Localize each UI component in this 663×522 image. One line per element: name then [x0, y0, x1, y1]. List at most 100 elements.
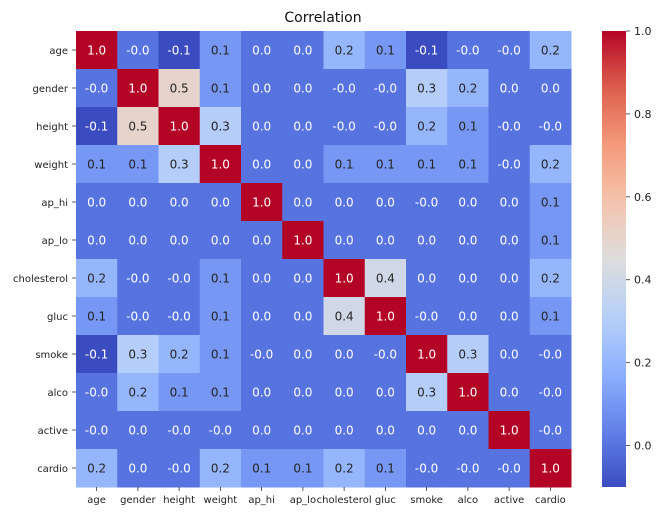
- cell-value-label: 0.0: [293, 120, 312, 134]
- cell-value-label: 0.0: [128, 462, 147, 476]
- cell-value-label: 0.4: [335, 310, 354, 324]
- x-tick-label-cardio: cardio: [535, 495, 566, 506]
- cell-value-label: 0.1: [211, 44, 230, 58]
- cell-value-label: 0.1: [541, 196, 560, 210]
- cell-value-label: 0.0: [335, 234, 354, 248]
- y-tick-label-cardio: cardio: [37, 464, 68, 475]
- heatmap-cell-gluc-weight: [199, 297, 242, 336]
- heatmap-cell-active-cholesterol: [323, 411, 366, 450]
- cell-value-label: 0.0: [293, 348, 312, 362]
- cell-value-label: 0.2: [87, 462, 106, 476]
- cell-value-label: -0.0: [374, 120, 397, 134]
- cell-value-label: -0.1: [85, 120, 108, 134]
- cell-value-label: 0.0: [211, 196, 230, 210]
- cell-value-label: 0.0: [335, 196, 354, 210]
- heatmap-cell-alco-height: [158, 373, 201, 412]
- cell-value-label: 0.1: [458, 158, 477, 172]
- heatmap-cell-weight-cardio: [529, 145, 572, 184]
- x-tick-label-age: age: [87, 495, 106, 506]
- heatmap-cell-alco-gluc: [364, 373, 407, 412]
- cell-value-label: -0.0: [126, 44, 149, 58]
- heatmap-cell-cardio-cholesterol: [323, 449, 366, 488]
- heatmap-cell-alco-age: [76, 373, 118, 412]
- cell-value-label: -0.0: [456, 462, 479, 476]
- heatmap-cell-cholesterol-gender: [117, 259, 159, 298]
- cell-value-label: 0.0: [252, 386, 271, 400]
- cell-value-label: 0.1: [87, 158, 106, 172]
- chart-title: Correlation: [284, 10, 361, 26]
- cell-value-label: 0.1: [458, 120, 477, 134]
- x-tick-label-ap_hi: ap_hi: [248, 495, 275, 506]
- heatmap-cell-age-weight: [199, 31, 242, 70]
- heatmap-cell-height-smoke: [406, 107, 448, 146]
- cell-value-label: -0.0: [415, 196, 438, 210]
- heatmap-cell-smoke-age: [76, 335, 118, 374]
- cell-value-label: 1.0: [500, 424, 519, 438]
- heatmap-cell-ap_hi-age: [76, 183, 118, 222]
- heatmap-cell-ap_lo-cholesterol: [323, 221, 366, 260]
- cell-value-label: 0.0: [170, 196, 189, 210]
- cell-value-label: -0.0: [497, 158, 520, 172]
- cell-value-label: -0.0: [497, 120, 520, 134]
- heatmap-cell-ap_lo-active: [488, 221, 531, 260]
- cell-value-label: 1.0: [128, 82, 147, 96]
- cell-value-label: -0.0: [167, 310, 190, 324]
- heatmap-cell-age-gender: [117, 31, 159, 70]
- cell-value-label: 0.0: [500, 272, 519, 286]
- heatmap-cell-weight-gender: [117, 145, 159, 184]
- colorbar-tick-label: 0.6: [634, 191, 652, 204]
- cell-value-label: -0.0: [167, 424, 190, 438]
- heatmap-cell-cholesterol-cardio: [529, 259, 572, 298]
- heatmap-cells: [76, 31, 572, 488]
- heatmap-cell-cholesterol-ap_lo: [282, 259, 324, 298]
- cell-value-label: -0.0: [539, 348, 562, 362]
- cell-value-label: -0.0: [539, 120, 562, 134]
- heatmap-cell-gender-ap_lo: [282, 69, 324, 108]
- cell-value-label: 0.2: [128, 386, 147, 400]
- cell-value-label: 0.2: [417, 120, 436, 134]
- heatmap-cell-gender-alco: [447, 69, 489, 108]
- heatmap-cell-cholesterol-active: [488, 259, 531, 298]
- heatmap-cell-active-smoke: [406, 411, 448, 450]
- heatmap-cell-age-alco: [447, 31, 489, 70]
- cell-value-label: 0.4: [376, 272, 395, 286]
- cell-value-label: 0.0: [500, 310, 519, 324]
- cell-value-label: 0.0: [128, 234, 147, 248]
- heatmap-cell-labels: 1.0 -0.0 -0.1 0.1 0.0 0.0 0.2 0.1 -0.1 -0.0 -0.0 0.…: [85, 44, 562, 476]
- cell-value-label: -0.0: [497, 44, 520, 58]
- cell-value-label: 0.0: [211, 234, 230, 248]
- heatmap-cell-active-ap_hi: [241, 411, 283, 450]
- x-tick-label-height: height: [163, 495, 195, 506]
- cell-value-label: 0.0: [128, 424, 147, 438]
- heatmap-cell-ap_lo-smoke: [406, 221, 448, 260]
- heatmap-cell-cardio-cardio: [529, 449, 572, 488]
- cell-value-label: 0.0: [417, 272, 436, 286]
- heatmap-cell-active-age: [76, 411, 118, 450]
- heatmap-cell-gender-gluc: [364, 69, 407, 108]
- heatmap-cell-weight-ap_hi: [241, 145, 283, 184]
- heatmap-cell-age-ap_lo: [282, 31, 324, 70]
- heatmap-cell-cholesterol-ap_hi: [241, 259, 283, 298]
- cell-value-label: 0.0: [128, 196, 147, 210]
- y-tick-label-ap_lo: ap_lo: [42, 236, 68, 247]
- colorbar-gradient: [602, 31, 626, 487]
- heatmap-cell-ap_lo-alco: [447, 221, 489, 260]
- heatmap-cell-ap_hi-ap_lo: [282, 183, 324, 222]
- cell-value-label: 0.0: [458, 196, 477, 210]
- cell-value-label: 0.0: [500, 234, 519, 248]
- heatmap-cell-ap_lo-weight: [199, 221, 242, 260]
- heatmap-cell-cholesterol-gluc: [364, 259, 407, 298]
- heatmap-cell-alco-cholesterol: [323, 373, 366, 412]
- heatmap-cell-gender-gender: [117, 69, 159, 108]
- heatmap-cell-alco-ap_lo: [282, 373, 324, 412]
- cell-value-label: 0.1: [211, 272, 230, 286]
- heatmap-cell-cardio-gluc: [364, 449, 407, 488]
- heatmap-cell-gluc-gluc: [364, 297, 407, 336]
- cell-value-label: 0.1: [170, 386, 189, 400]
- cell-value-label: 0.2: [335, 44, 354, 58]
- cell-value-label: -0.0: [539, 386, 562, 400]
- cell-value-label: 0.0: [376, 386, 395, 400]
- cell-value-label: 0.0: [252, 272, 271, 286]
- heatmap-cell-ap_hi-gluc: [364, 183, 407, 222]
